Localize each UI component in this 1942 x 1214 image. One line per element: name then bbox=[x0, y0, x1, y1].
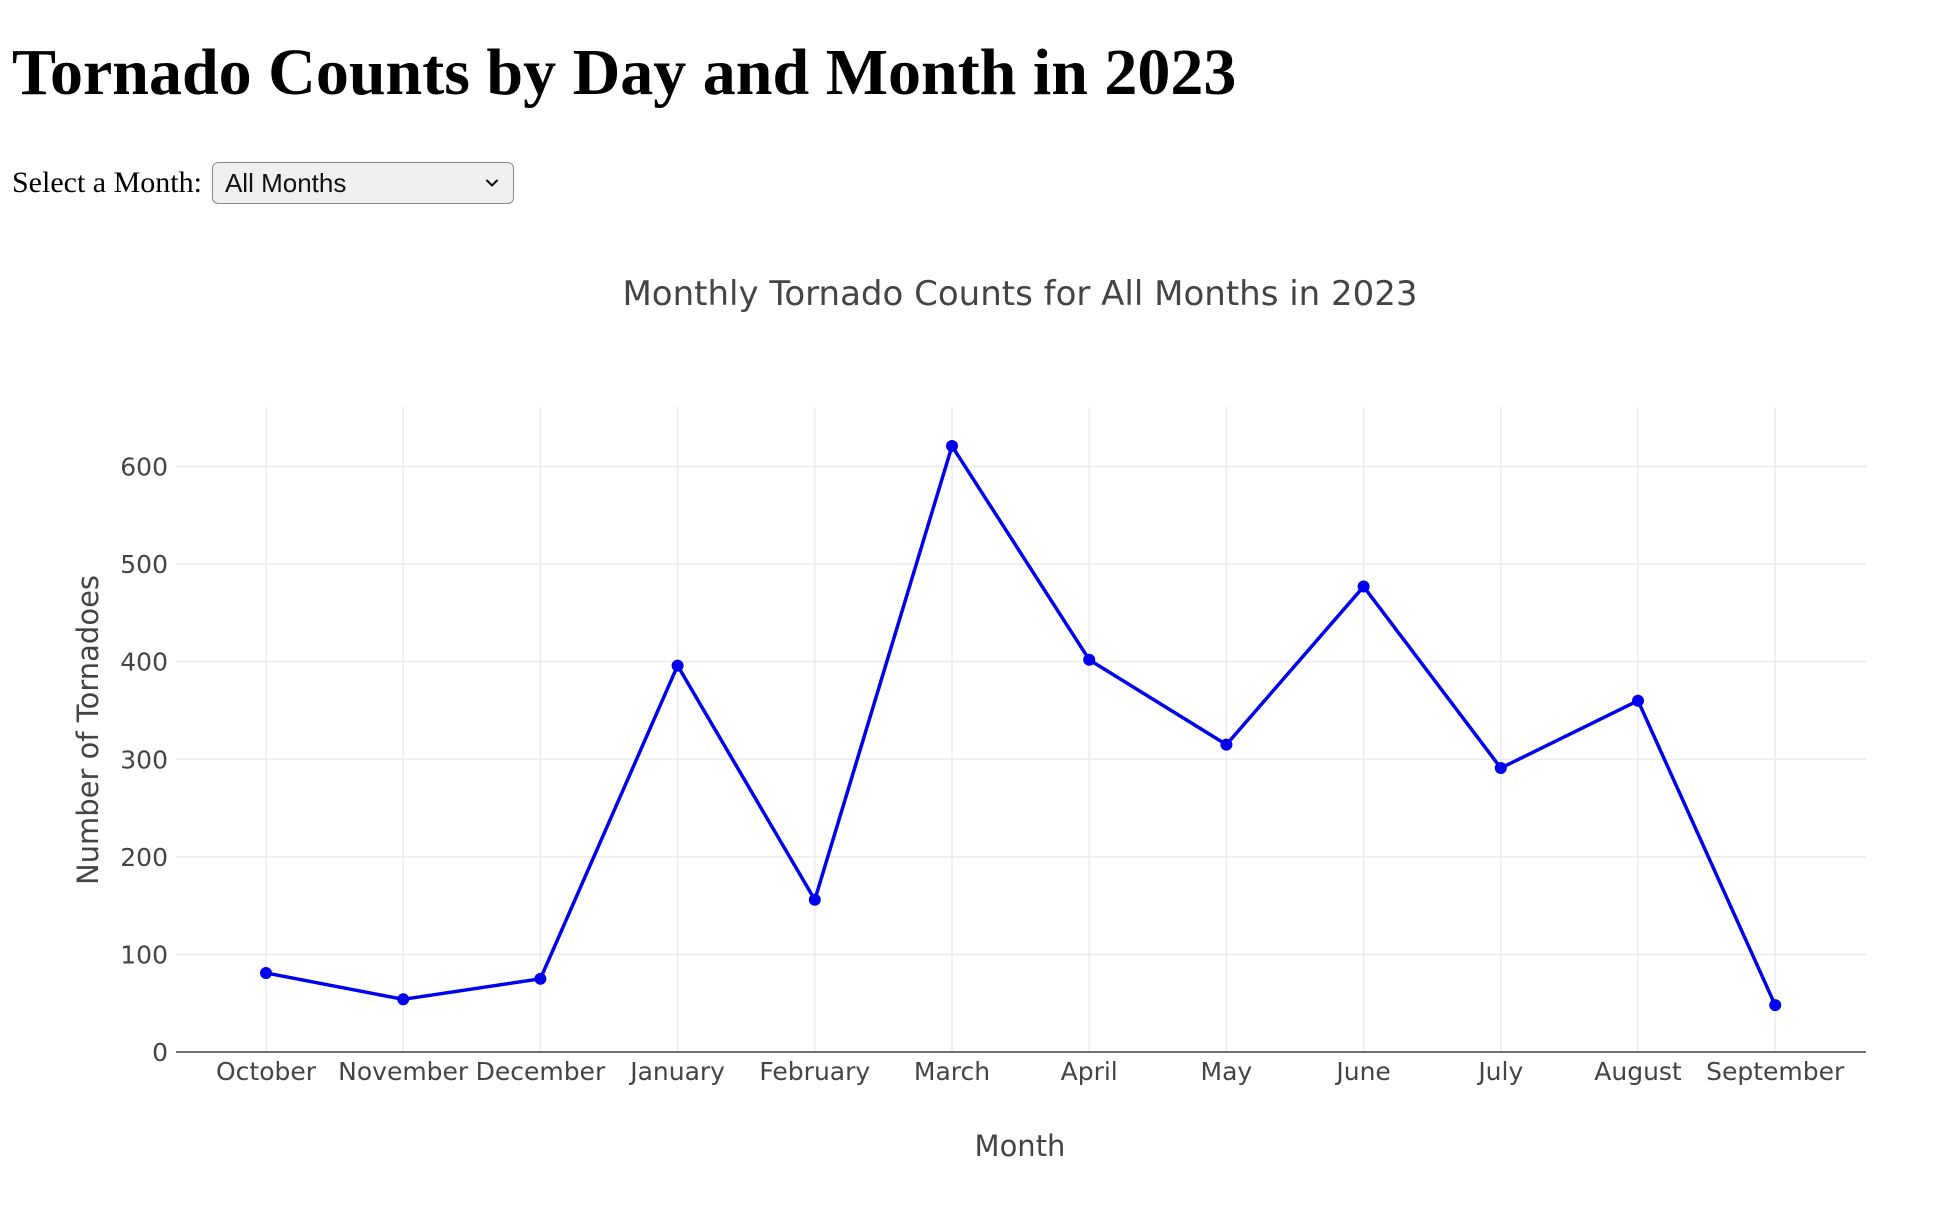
x-tick-label: June bbox=[1334, 1057, 1390, 1086]
month-picker: Select a Month: All Months bbox=[12, 160, 514, 206]
data-point[interactable] bbox=[671, 659, 684, 672]
x-tick-label: October bbox=[216, 1057, 317, 1086]
y-axis-title: Number of Tornadoes bbox=[71, 575, 105, 885]
data-point[interactable] bbox=[397, 993, 410, 1006]
data-point[interactable] bbox=[260, 966, 272, 979]
data-point[interactable] bbox=[1083, 653, 1096, 666]
data-point[interactable] bbox=[946, 440, 958, 453]
y-tick-label: 100 bbox=[120, 940, 168, 969]
data-point[interactable] bbox=[1220, 738, 1233, 751]
x-tick-label: March bbox=[914, 1057, 990, 1086]
page-title: Tornado Counts by Day and Month in 2023 bbox=[12, 36, 1237, 109]
data-point[interactable] bbox=[1494, 762, 1507, 775]
chart-title: Monthly Tornado Counts for All Months in… bbox=[622, 274, 1417, 314]
grid bbox=[176, 407, 1866, 1052]
x-tick-label: April bbox=[1061, 1057, 1118, 1086]
y-tick-label: 400 bbox=[120, 648, 168, 677]
series-line bbox=[265, 444, 1777, 1006]
y-tick-label: 200 bbox=[120, 843, 168, 872]
series-layer bbox=[260, 440, 1782, 1012]
data-point[interactable] bbox=[808, 893, 821, 906]
month-select[interactable]: All Months bbox=[211, 162, 514, 204]
data-point[interactable] bbox=[1632, 694, 1644, 707]
axes: 0 100 200 300 400 500 600 October November Decemb… bbox=[120, 453, 1866, 1086]
x-tick-label: May bbox=[1201, 1057, 1253, 1086]
y-tick-label: 600 bbox=[120, 453, 168, 482]
chevron-down-icon bbox=[483, 174, 501, 192]
month-picker-label: Select a Month: bbox=[12, 166, 202, 199]
x-tick-label: February bbox=[759, 1057, 870, 1086]
x-tick-label: November bbox=[338, 1057, 469, 1086]
x-tick-label: August bbox=[1594, 1057, 1682, 1086]
x-tick-label: September bbox=[1706, 1057, 1845, 1086]
data-point[interactable] bbox=[1769, 999, 1782, 1012]
y-tick-label: 500 bbox=[120, 550, 168, 579]
data-point[interactable] bbox=[1357, 580, 1370, 593]
data-point[interactable] bbox=[534, 972, 547, 985]
month-select-value: All Months bbox=[224, 167, 347, 198]
x-tick-label: December bbox=[476, 1057, 606, 1086]
x-axis-title: Month bbox=[975, 1129, 1066, 1163]
y-tick-label: 300 bbox=[120, 745, 168, 774]
y-tick-label: 0 bbox=[152, 1038, 168, 1067]
x-tick-label: July bbox=[1476, 1057, 1523, 1086]
x-tick-label: January bbox=[628, 1057, 725, 1086]
